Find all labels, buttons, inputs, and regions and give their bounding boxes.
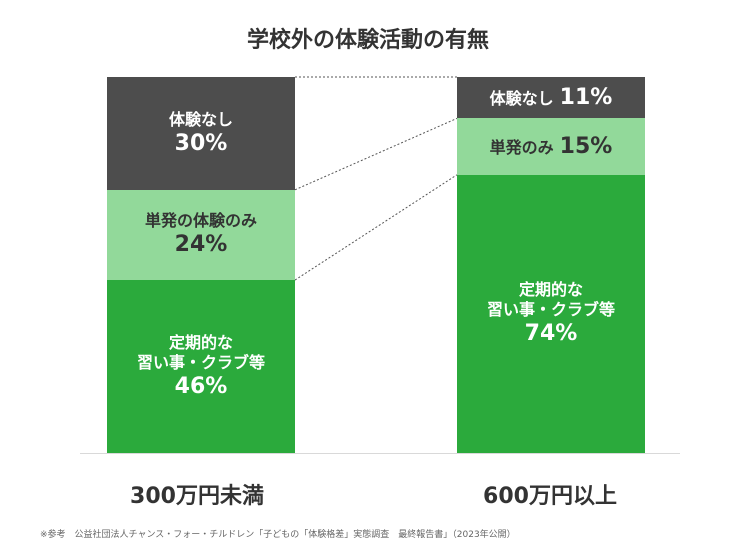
category-label-low-income: 300万円未満	[130, 484, 264, 509]
data-label-no-experience-1: 11%	[559, 84, 613, 110]
data-label-regular-lessons-1: 74%	[524, 321, 578, 347]
bar-segment-one-time-only-1: 単発のみ 15%	[457, 118, 645, 175]
connector-line-2	[294, 174, 458, 281]
data-label-no-experience-0: 30%	[174, 130, 228, 156]
bar-segment-one-time-only-0: 単発の体験のみ 24%	[107, 189, 295, 281]
data-label-one-time-only-1: 15%	[559, 133, 613, 159]
bar-segment-no-experience-1: 体験なし 11%	[457, 77, 645, 119]
segment-label-no-experience-1: 体験なし	[489, 88, 554, 108]
segment-label-regular-lessons-1-1: 習い事・クラブ等	[486, 300, 615, 320]
bar-segment-no-experience-0: 体験なし 30%	[107, 77, 295, 190]
segment-label-regular-lessons-1-0: 定期的な	[518, 280, 583, 300]
bar-segment-regular-lessons-0: 定期的な 習い事・クラブ等 46%	[107, 280, 295, 453]
segment-label-regular-lessons-0-1: 習い事・クラブ等	[136, 352, 265, 372]
segment-label-regular-lessons-0-0: 定期的な	[168, 332, 233, 352]
bar-segment-regular-lessons-1: 定期的な 習い事・クラブ等 74%	[457, 174, 645, 453]
segment-label-no-experience-0: 体験なし	[168, 109, 233, 129]
chart-title: 学校外の体験活動の有無	[246, 28, 489, 53]
x-axis-baseline	[80, 453, 680, 454]
segment-label-one-time-only-1: 単発のみ	[489, 137, 554, 157]
category-label-high-income: 600万円以上	[483, 484, 617, 509]
footnote: ※参考 公益社団法人チャンス・フォー・チルドレン「子どもの「体験格差」実態調査 …	[40, 530, 516, 540]
segment-label-one-time-only-0: 単発の体験のみ	[144, 211, 257, 231]
data-label-one-time-only-0: 24%	[174, 232, 228, 258]
data-label-regular-lessons-0: 46%	[174, 373, 228, 399]
connector-line-1	[294, 117, 458, 191]
